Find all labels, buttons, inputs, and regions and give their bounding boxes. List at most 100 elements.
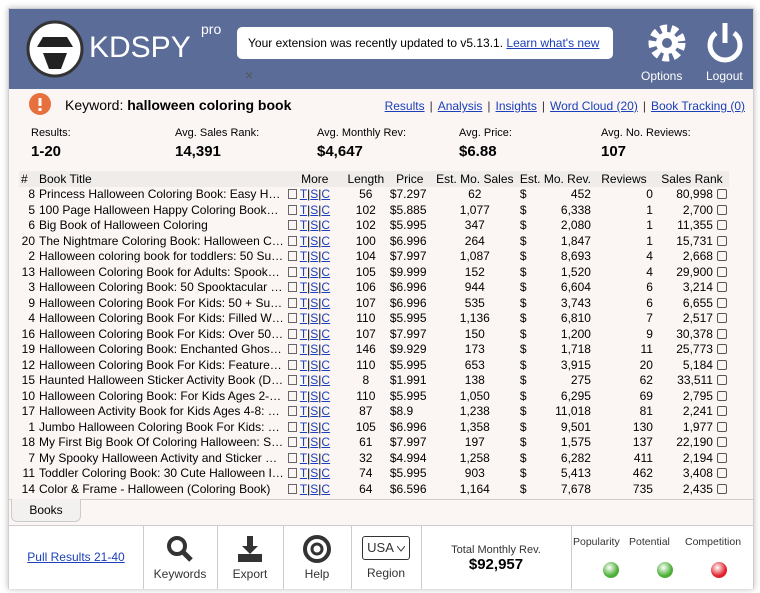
table-row[interactable]: 4 Halloween Coloring Book For Kids: Fille… [19, 311, 729, 327]
keywords-button[interactable]: Keywords [143, 526, 218, 589]
more-link[interactable]: T [299, 280, 308, 295]
notice-link[interactable]: Learn what's new [506, 36, 600, 50]
row-checkbox[interactable] [716, 344, 727, 355]
table-row[interactable]: 7 My Spooky Halloween Activity and Sticke… [19, 450, 729, 466]
table-row[interactable]: 14 Color & Frame - Halloween (Coloring Bo… [19, 481, 729, 497]
row-checkbox[interactable] [716, 266, 727, 277]
more-link[interactable]: C [321, 295, 331, 310]
more-link[interactable]: T [299, 404, 308, 419]
more-link[interactable]: T [299, 450, 308, 465]
more-link[interactable]: S [310, 435, 319, 450]
more-link[interactable]: C [321, 450, 331, 465]
row-checkbox[interactable] [716, 282, 727, 293]
more-link[interactable]: S [310, 388, 319, 403]
notice-close[interactable]: × [245, 67, 254, 83]
more-link[interactable]: C [321, 311, 331, 326]
logout-label[interactable]: Logout [706, 69, 743, 83]
more-link[interactable]: S [310, 311, 319, 326]
more-link[interactable]: T [299, 435, 308, 450]
options-icon[interactable] [645, 21, 689, 65]
table-row[interactable]: 16 Halloween Coloring Book For Kids: Over… [19, 326, 729, 342]
row-checkbox[interactable] [716, 437, 727, 448]
row-checkbox[interactable] [716, 328, 727, 339]
pull-results[interactable]: Pull Results 21-40 [27, 550, 125, 564]
more-link[interactable]: S [310, 466, 319, 481]
more-link[interactable]: S [310, 373, 319, 388]
table-row[interactable]: 3 Halloween Coloring Book: 50 Spooktacula… [19, 280, 729, 296]
row-checkbox[interactable] [716, 468, 727, 479]
row-checkbox[interactable] [716, 483, 727, 494]
row-checkbox[interactable] [716, 313, 727, 324]
more-link[interactable]: S [310, 357, 319, 372]
more-link[interactable]: T [299, 419, 308, 434]
more-link[interactable]: T [299, 311, 308, 326]
more-link[interactable]: S [310, 481, 319, 496]
more-link[interactable]: S [310, 419, 319, 434]
help-button[interactable]: Help [283, 526, 352, 589]
nav-link[interactable]: Results [384, 99, 425, 113]
more-link[interactable]: C [321, 481, 331, 496]
more-link[interactable]: C [321, 264, 331, 279]
row-checkbox[interactable] [716, 421, 727, 432]
more-link[interactable]: S [310, 280, 319, 295]
logout-icon[interactable] [703, 19, 747, 65]
nav-link[interactable]: Insights [495, 99, 537, 113]
region-select[interactable]: USA [362, 536, 410, 560]
more-link[interactable]: T [299, 388, 308, 403]
table-row[interactable]: 9 Halloween Coloring Book For Kids: 50 + … [19, 295, 729, 311]
more-link[interactable]: S [310, 218, 319, 233]
more-link[interactable]: S [310, 295, 319, 310]
more-link[interactable]: S [310, 404, 319, 419]
table-row[interactable]: 10 Halloween Coloring Book: For Kids Ages… [19, 388, 729, 404]
table-row[interactable]: 6 Big Book of Halloween Coloring T|S|C 102 $… [19, 218, 729, 234]
table-row[interactable]: 12 Halloween Coloring Book For Kids: Feat… [19, 357, 729, 373]
row-checkbox[interactable] [716, 452, 727, 463]
more-link[interactable]: T [299, 249, 308, 264]
more-link[interactable]: S [310, 450, 319, 465]
table-row[interactable]: 15 Haunted Halloween Sticker Activity Boo… [19, 373, 729, 389]
row-checkbox[interactable] [716, 189, 727, 200]
more-link[interactable]: S [310, 233, 319, 248]
row-checkbox[interactable] [716, 375, 727, 386]
row-checkbox[interactable] [716, 235, 727, 246]
more-link[interactable]: T [299, 202, 308, 217]
more-link[interactable]: T [299, 373, 308, 388]
more-link[interactable]: T [299, 187, 308, 202]
table-row[interactable]: 19 Halloween Coloring Book: Enchanted Gho… [19, 342, 729, 358]
more-link[interactable]: C [321, 233, 331, 248]
table-row[interactable]: 17 Halloween Activity Book for Kids Ages … [19, 404, 729, 420]
more-link[interactable]: T [299, 481, 308, 496]
table-row[interactable]: 5 100 Page Halloween Happy Coloring Book…… [19, 202, 729, 218]
more-link[interactable]: S [310, 326, 319, 341]
export-button[interactable]: Export [217, 526, 284, 589]
more-link[interactable]: C [321, 326, 331, 341]
row-checkbox[interactable] [716, 359, 727, 370]
more-link[interactable]: S [310, 342, 319, 357]
more-link[interactable]: C [321, 435, 331, 450]
table-row[interactable]: 1 Jumbo Halloween Coloring Book For Kids:… [19, 419, 729, 435]
more-link[interactable]: T [299, 218, 308, 233]
table-row[interactable]: 20 The Nightmare Coloring Book: Halloween… [19, 233, 729, 249]
more-link[interactable]: C [321, 404, 331, 419]
row-checkbox[interactable] [716, 220, 727, 231]
more-link[interactable]: S [310, 202, 319, 217]
row-checkbox[interactable] [716, 204, 727, 215]
more-link[interactable]: S [310, 264, 319, 279]
more-link[interactable]: C [321, 187, 331, 202]
more-link[interactable]: C [321, 280, 331, 295]
row-checkbox[interactable] [716, 390, 727, 401]
more-link[interactable]: C [321, 218, 331, 233]
more-link[interactable]: T [299, 233, 308, 248]
more-link[interactable]: C [321, 342, 331, 357]
table-row[interactable]: 2 Halloween coloring book for toddlers: 5… [19, 249, 729, 265]
more-link[interactable]: C [321, 373, 331, 388]
more-link[interactable]: T [299, 466, 308, 481]
table-row[interactable]: 11 Toddler Coloring Book: 30 Cute Hallowe… [19, 466, 729, 482]
more-link[interactable]: C [321, 419, 331, 434]
nav-link[interactable]: Book Tracking (0) [650, 99, 745, 113]
nav-link[interactable]: Word Cloud (20) [550, 99, 638, 113]
region-button[interactable]: USA Region [351, 526, 422, 589]
more-link[interactable]: T [299, 357, 308, 372]
more-link[interactable]: S [310, 249, 319, 264]
more-link[interactable]: C [321, 202, 331, 217]
